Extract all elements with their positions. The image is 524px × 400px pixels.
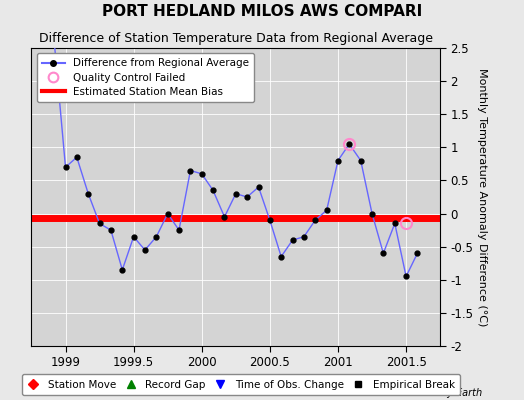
Difference from Regional Average — [289, 238, 296, 242]
Difference from Regional Average — [357, 158, 364, 163]
Difference from Regional Average — [267, 218, 273, 222]
Quality Control Failed — [403, 221, 409, 226]
Difference from Regional Average — [108, 228, 114, 232]
Difference from Regional Average — [312, 218, 319, 222]
Difference from Regional Average — [119, 268, 125, 272]
Difference from Regional Average — [233, 191, 239, 196]
Difference from Regional Average — [153, 234, 159, 239]
Difference from Regional Average — [301, 234, 307, 239]
Difference from Regional Average — [62, 165, 69, 170]
Difference from Regional Average — [221, 214, 227, 219]
Difference from Regional Average — [403, 274, 409, 279]
Line: Difference from Regional Average: Difference from Regional Average — [52, 39, 420, 279]
Difference from Regional Average — [255, 185, 261, 190]
Y-axis label: Monthly Temperature Anomaly Difference (°C): Monthly Temperature Anomaly Difference (… — [477, 68, 487, 326]
Difference from Regional Average — [165, 211, 171, 216]
Difference from Regional Average — [85, 191, 91, 196]
Legend: Difference from Regional Average, Quality Control Failed, Estimated Station Mean: Difference from Regional Average, Qualit… — [37, 53, 254, 102]
Difference from Regional Average — [51, 39, 57, 44]
Difference from Regional Average — [142, 248, 148, 252]
Difference from Regional Average — [335, 158, 341, 163]
Difference from Regional Average — [391, 221, 398, 226]
Difference from Regional Average — [346, 142, 353, 146]
Difference from Regional Average — [244, 195, 250, 200]
Difference from Regional Average — [130, 234, 137, 239]
Legend: Station Move, Record Gap, Time of Obs. Change, Empirical Break: Station Move, Record Gap, Time of Obs. C… — [22, 374, 460, 395]
Text: Berkeley Earth: Berkeley Earth — [410, 388, 482, 398]
Difference from Regional Average — [210, 188, 216, 193]
Difference from Regional Average — [176, 228, 182, 232]
Difference from Regional Average — [96, 221, 103, 226]
Text: PORT HEDLAND MILOS AWS COMPARI: PORT HEDLAND MILOS AWS COMPARI — [102, 4, 422, 19]
Difference from Regional Average — [74, 155, 80, 160]
Quality Control Failed — [346, 142, 353, 146]
Difference from Regional Average — [187, 168, 193, 173]
Difference from Regional Average — [380, 251, 387, 256]
Difference from Regional Average — [323, 208, 330, 213]
Difference from Regional Average — [199, 172, 205, 176]
Difference from Regional Average — [278, 254, 285, 259]
Title: Difference of Station Temperature Data from Regional Average: Difference of Station Temperature Data f… — [39, 32, 433, 46]
Difference from Regional Average — [369, 211, 375, 216]
Difference from Regional Average — [414, 251, 421, 256]
Line: Quality Control Failed: Quality Control Failed — [344, 138, 412, 229]
